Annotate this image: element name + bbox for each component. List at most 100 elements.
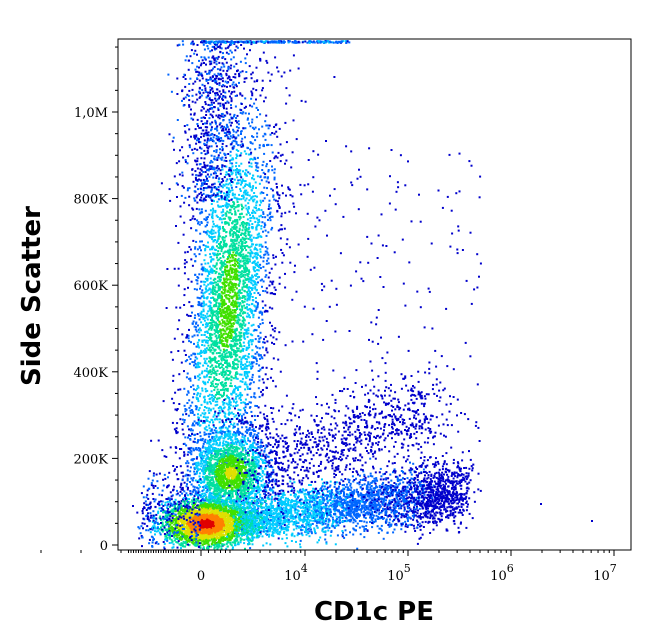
event-dot	[194, 255, 197, 258]
event-dot	[292, 119, 295, 122]
event-dot	[252, 323, 255, 326]
event-dot	[215, 176, 218, 179]
event-dot	[183, 294, 186, 297]
event-dot	[248, 182, 251, 185]
event-dot	[184, 131, 187, 134]
event-dot	[242, 275, 244, 278]
event-dot	[217, 194, 220, 197]
event-dot	[230, 106, 233, 109]
event-dot	[251, 279, 254, 282]
event-dot	[212, 57, 215, 60]
event-dot	[207, 339, 210, 342]
event-dot	[217, 331, 219, 334]
event-dot	[272, 292, 275, 295]
event-dot	[218, 373, 221, 375]
event-dot	[236, 265, 239, 268]
event-dot	[252, 209, 254, 212]
event-dot	[192, 384, 195, 387]
event-dot	[235, 248, 238, 250]
event-dot	[224, 102, 227, 105]
event-dot	[202, 292, 205, 295]
event-dot	[245, 330, 248, 333]
event-dot	[251, 373, 254, 376]
event-dot	[239, 393, 242, 396]
event-dot	[227, 216, 230, 219]
event-dot	[221, 125, 224, 128]
event-dot	[226, 46, 229, 49]
event-dot	[251, 71, 254, 74]
event-dot	[253, 280, 256, 283]
event-dot	[245, 360, 248, 363]
event-dot	[230, 343, 233, 346]
event-dot	[190, 108, 192, 111]
event-dot	[205, 216, 208, 219]
event-dot	[212, 395, 215, 398]
event-dot	[251, 378, 253, 381]
event-dot	[234, 309, 237, 312]
event-dot	[238, 486, 241, 489]
event-dot	[221, 186, 224, 189]
event-dot	[271, 226, 274, 229]
event-dot	[213, 447, 216, 449]
event-dot	[248, 314, 251, 317]
event-dot	[271, 215, 274, 218]
event-dot	[189, 490, 192, 492]
event-dot	[203, 297, 206, 300]
event-dot	[204, 70, 207, 73]
event-dot	[237, 301, 239, 304]
event-dot	[204, 277, 207, 280]
event-dot	[204, 126, 207, 129]
event-dot	[278, 194, 281, 197]
event-dot	[189, 451, 192, 454]
event-dot	[246, 346, 249, 349]
event-dot	[241, 306, 244, 309]
event-dot	[207, 103, 210, 106]
event-dot	[265, 444, 268, 447]
event-dot	[249, 217, 252, 220]
event-dot	[265, 114, 268, 117]
event-dot	[201, 273, 204, 276]
event-dot	[201, 89, 204, 91]
event-dot	[223, 290, 226, 293]
event-dot	[195, 408, 198, 411]
event-dot	[218, 409, 221, 412]
event-dot	[188, 59, 190, 62]
event-dot	[217, 136, 220, 139]
event-dot	[213, 455, 216, 458]
event-dot	[251, 142, 254, 145]
event-dot	[237, 246, 240, 249]
event-dot	[256, 252, 259, 255]
event-dot	[212, 223, 215, 226]
event-dot	[211, 238, 214, 241]
event-dot	[231, 278, 234, 281]
event-dot	[229, 332, 232, 335]
event-dot	[221, 62, 224, 65]
event-dot	[248, 361, 251, 364]
event-dot	[222, 256, 225, 259]
event-dot	[225, 440, 227, 443]
event-dot	[246, 262, 249, 265]
event-dot	[235, 173, 238, 176]
event-dot	[226, 364, 229, 367]
event-dot	[210, 418, 213, 421]
event-dot	[242, 224, 245, 227]
event-dot	[222, 127, 225, 130]
event-dot	[246, 335, 249, 338]
event-dot	[224, 310, 227, 313]
event-dot	[247, 353, 250, 355]
event-dot	[188, 328, 190, 331]
event-dot	[223, 320, 226, 323]
event-dot	[203, 369, 206, 372]
event-dot	[217, 365, 220, 368]
event-dot	[231, 162, 234, 165]
event-dot	[241, 70, 244, 73]
event-dot	[221, 214, 224, 217]
event-dot	[228, 90, 231, 93]
event-dot	[218, 304, 221, 307]
event-dot	[235, 395, 238, 398]
event-dot	[250, 287, 252, 289]
event-dot	[241, 178, 244, 181]
event-dot	[253, 80, 256, 83]
event-dot	[226, 81, 229, 84]
event-dot	[225, 231, 228, 234]
